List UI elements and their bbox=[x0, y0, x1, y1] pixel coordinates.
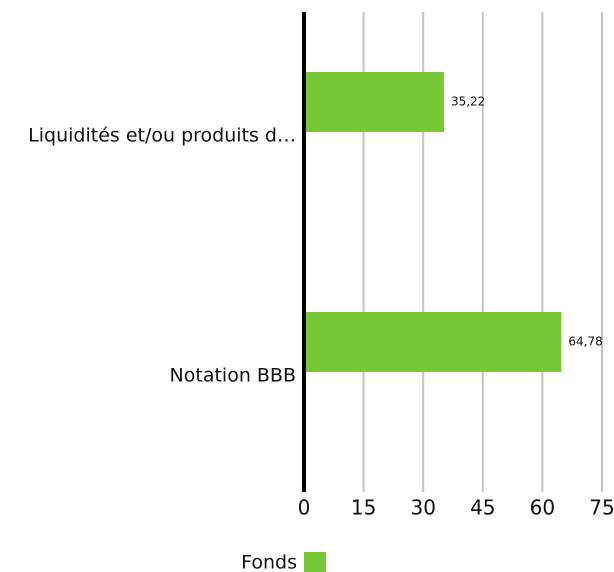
legend-label: Fonds bbox=[241, 552, 297, 572]
y-tick-label: Notation BBB bbox=[170, 365, 296, 387]
x-tick-label: 30 bbox=[410, 496, 435, 520]
value-label: 64,78 bbox=[568, 335, 602, 349]
x-tick-label: 0 bbox=[298, 496, 311, 520]
x-tick-label: 60 bbox=[530, 496, 555, 520]
bar bbox=[304, 312, 562, 372]
x-tick-label: 75 bbox=[589, 496, 614, 520]
legend-swatch bbox=[304, 552, 326, 572]
x-tick-label: 15 bbox=[351, 496, 376, 520]
y-tick-label: Liquidités et/ou produits d… bbox=[28, 125, 296, 147]
bar bbox=[304, 72, 444, 132]
x-tick-label: 45 bbox=[470, 496, 495, 520]
value-label: 35,22 bbox=[451, 95, 485, 109]
